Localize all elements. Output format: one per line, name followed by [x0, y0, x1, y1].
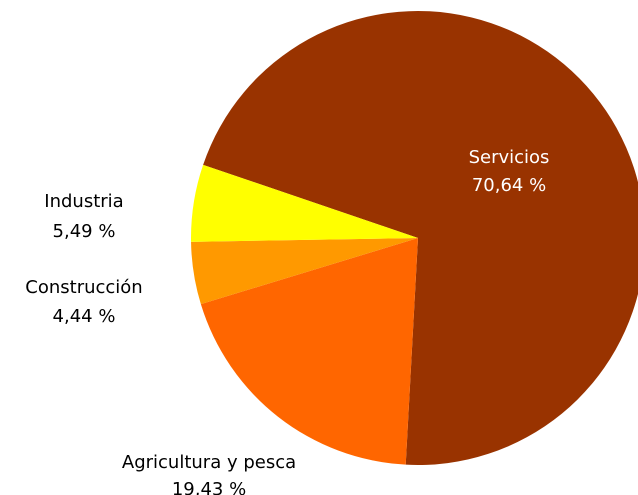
slice-value-label: 5,49 % — [53, 221, 116, 242]
pie-labels: Servicios 70,64 % Agricultura y pesca 19,43… — [25, 147, 549, 495]
slice-label: Industria — [44, 191, 123, 212]
slice-label: Construcción — [25, 277, 142, 298]
pie-slices — [190, 11, 638, 466]
pie-slice-construcci-n — [191, 238, 418, 305]
pie-slice-industria — [190, 164, 418, 242]
pie-slice-servicios — [203, 11, 638, 466]
slice-value-label: 19,43 % — [172, 479, 246, 495]
slice-value-label: 4,44 % — [53, 306, 116, 327]
slice-label: Servicios — [469, 147, 550, 168]
slice-label: Agricultura y pesca — [122, 452, 296, 473]
slice-value-label: 70,64 % — [472, 175, 546, 196]
pie-slice-agricultura-y-pesca — [200, 238, 418, 465]
